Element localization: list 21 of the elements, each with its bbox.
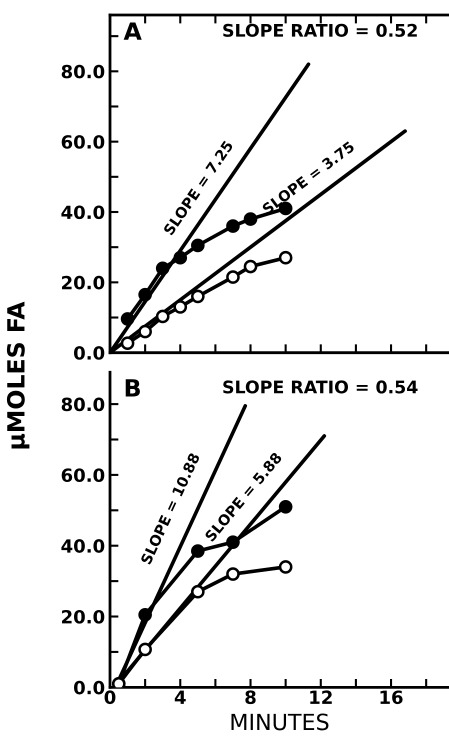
y-tick-label: 80.0 bbox=[62, 398, 104, 412]
x-tick-label: 16 bbox=[380, 690, 403, 704]
y-tick-label: 60.0 bbox=[62, 468, 104, 482]
annotation: SLOPE RATIO = 0.54 bbox=[223, 380, 418, 394]
x-tick-label: 0 bbox=[104, 690, 116, 704]
x-tick-label: 12 bbox=[310, 690, 332, 704]
x-axis-title: MINUTES bbox=[232, 714, 328, 730]
annotation: SLOPE RATIO = 0.52 bbox=[223, 24, 417, 37]
x-tick-label: 8 bbox=[245, 690, 256, 704]
y-tick-label: 60.0 bbox=[62, 135, 104, 149]
y-tick-label: 0.0 bbox=[74, 680, 104, 694]
y-tick-label: 20.0 bbox=[62, 610, 104, 624]
y-tick-label: 80.0 bbox=[62, 64, 104, 78]
y-tick-label: 20.0 bbox=[62, 276, 104, 290]
y-tick-label: 0.0 bbox=[74, 346, 104, 360]
y-axis-title: µMOLES FA bbox=[6, 302, 30, 449]
chart-title: B bbox=[126, 379, 140, 396]
x-tick-label: 4 bbox=[174, 690, 186, 704]
y-tick-label: 40.0 bbox=[61, 539, 104, 553]
chart-title: A bbox=[124, 22, 142, 40]
y-tick-label: 40.0 bbox=[61, 205, 104, 220]
